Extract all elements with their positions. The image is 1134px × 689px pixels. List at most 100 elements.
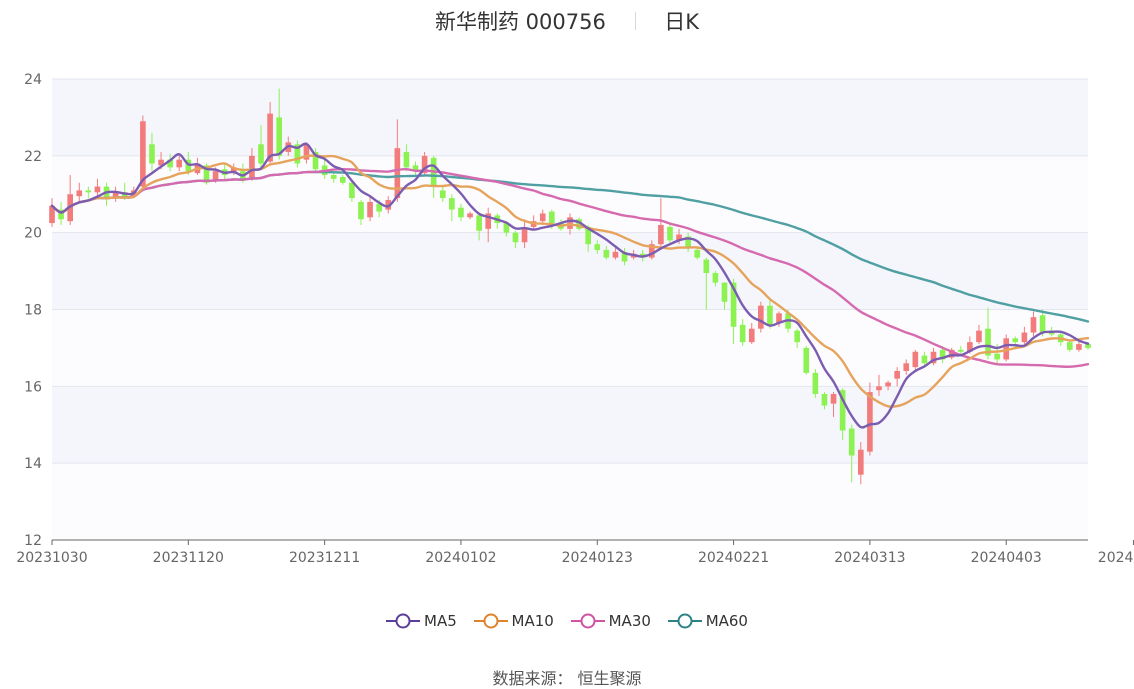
candle-body xyxy=(376,203,382,212)
candle-body xyxy=(994,353,1000,360)
candle-body xyxy=(312,151,319,170)
candle-body xyxy=(121,192,128,199)
candle-body xyxy=(830,394,837,404)
candle-body xyxy=(58,209,64,220)
legend-ma60[interactable]: MA60 xyxy=(667,612,748,630)
source-name: 恒生聚源 xyxy=(577,669,642,688)
candle-body xyxy=(1003,338,1010,360)
candle-body xyxy=(767,305,773,325)
candle-body xyxy=(594,244,601,250)
x-tick-label: 20240403 xyxy=(971,550,1042,566)
candle-body xyxy=(1021,332,1028,343)
candle-body xyxy=(349,182,355,199)
candle-body xyxy=(694,249,701,258)
candle-body xyxy=(712,273,719,283)
candle-body xyxy=(458,207,464,218)
candle-body xyxy=(739,324,746,343)
candle-body xyxy=(521,228,528,243)
candle-body xyxy=(567,217,573,229)
candle-body xyxy=(276,117,283,156)
legend-ma10-label: MA10 xyxy=(511,612,554,630)
candle-body xyxy=(439,190,446,199)
candle-body xyxy=(1076,344,1082,350)
candle-body xyxy=(212,171,219,181)
x-tick-label: 20231030 xyxy=(16,550,87,566)
data-source: 数据来源： 恒生聚源 xyxy=(0,665,1134,689)
candle-body xyxy=(758,305,764,329)
candle-body xyxy=(512,232,519,243)
candle-body xyxy=(330,175,337,179)
candle-body xyxy=(403,151,410,168)
plot-band xyxy=(52,79,1088,156)
candle-body xyxy=(621,251,628,262)
stock-name-code: 新华制药 000756 xyxy=(435,10,606,34)
candle-body xyxy=(648,244,655,258)
candle-body xyxy=(957,349,964,352)
chart-title: 新华制药 000756 日K xyxy=(0,6,1134,38)
candle-body xyxy=(476,215,482,231)
candle-body xyxy=(539,213,546,222)
candle-body xyxy=(294,144,301,164)
x-tick-label: 20240313 xyxy=(834,550,905,566)
candle-body xyxy=(894,370,900,379)
legend-ma30[interactable]: MA30 xyxy=(570,612,651,630)
x-tick-label: 20231120 xyxy=(153,550,224,566)
x-tick-label: 20240425 xyxy=(1098,550,1134,566)
candle-body xyxy=(730,282,737,327)
ma30-line xyxy=(50,167,1090,368)
y-tick-label: 22 xyxy=(24,149,42,165)
candle-body xyxy=(748,328,755,343)
candle-body xyxy=(839,390,846,431)
y-tick-label: 14 xyxy=(24,456,42,472)
candle-body xyxy=(776,313,782,323)
candle-body xyxy=(667,226,673,241)
candle-body xyxy=(158,159,164,166)
chart-legend: MA5 MA10 MA30 MA60 xyxy=(0,612,1134,633)
candle-body xyxy=(585,226,591,245)
plot-band xyxy=(52,232,1088,310)
candle-body xyxy=(948,349,955,358)
candle-body xyxy=(703,259,710,274)
legend-ma10[interactable]: MA10 xyxy=(473,612,554,630)
candle-body xyxy=(930,351,937,364)
candle-body xyxy=(485,213,492,229)
plot-band xyxy=(52,309,1088,387)
ma5-line xyxy=(50,142,1090,429)
candle-body xyxy=(576,219,582,229)
candle-body xyxy=(149,144,155,164)
candle-body xyxy=(449,198,455,210)
candle-body xyxy=(230,167,237,174)
candle-body xyxy=(176,159,183,168)
x-tick-label: 20240102 xyxy=(425,550,496,566)
candle-body xyxy=(167,159,173,168)
candle-body xyxy=(812,372,819,395)
source-label: 数据来源： xyxy=(492,669,573,688)
legend-ma5[interactable]: MA5 xyxy=(386,612,457,630)
candle-body xyxy=(412,165,419,172)
candle-body xyxy=(85,190,92,193)
ma10-legend-icon xyxy=(473,613,508,629)
candlestick-chart: 12 14 16 18 20 22 24 20231030 20231120 20231211 20… xyxy=(16,72,1134,566)
candle-body xyxy=(49,205,55,224)
candle-body xyxy=(1039,315,1046,333)
candle-body xyxy=(112,192,119,199)
candle-body xyxy=(358,201,364,220)
y-tick-label: 20 xyxy=(24,226,42,242)
candle-body xyxy=(140,121,146,187)
candle-body xyxy=(685,236,691,249)
ma5-legend-icon xyxy=(386,613,420,629)
candle-body xyxy=(1067,342,1073,350)
candle-body xyxy=(857,449,864,475)
candle-body xyxy=(794,330,801,343)
x-tick-label: 20240221 xyxy=(698,550,769,566)
candle-body xyxy=(94,186,101,193)
y-tick-label: 12 xyxy=(24,533,42,549)
candle-body xyxy=(549,211,555,224)
candle-body xyxy=(721,282,728,302)
candle-body xyxy=(939,349,946,360)
plot-band xyxy=(52,463,1088,540)
candle-body xyxy=(303,144,310,160)
candle-body xyxy=(867,392,873,452)
candle-body xyxy=(967,342,973,352)
plot-band xyxy=(52,386,1088,464)
